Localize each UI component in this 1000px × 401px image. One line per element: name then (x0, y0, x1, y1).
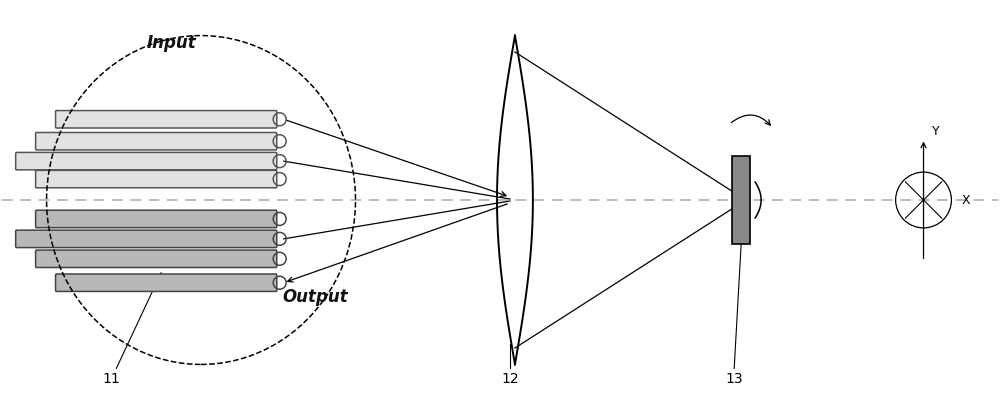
Bar (732, 157, 750, 244)
FancyBboxPatch shape (56, 274, 277, 292)
FancyBboxPatch shape (36, 211, 277, 228)
Text: Output: Output (283, 287, 349, 305)
FancyBboxPatch shape (36, 171, 277, 188)
FancyBboxPatch shape (16, 153, 277, 170)
FancyBboxPatch shape (56, 111, 277, 129)
Text: 13: 13 (725, 371, 743, 385)
FancyBboxPatch shape (36, 251, 277, 268)
Text: 12: 12 (501, 371, 519, 385)
Text: Input: Input (146, 33, 196, 51)
Text: Y: Y (932, 124, 939, 138)
FancyBboxPatch shape (36, 133, 277, 150)
Text: 11: 11 (102, 371, 120, 385)
FancyBboxPatch shape (16, 231, 277, 248)
Text: X: X (961, 194, 970, 207)
